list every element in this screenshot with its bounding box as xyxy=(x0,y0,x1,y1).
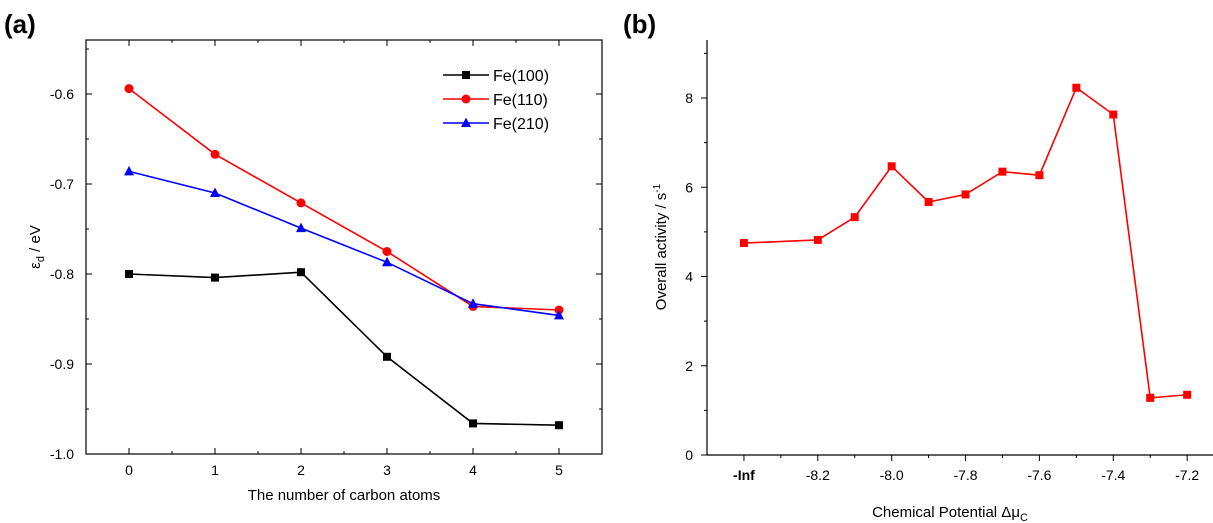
panel-b-y-axis-title: Overall activity / s-1 xyxy=(652,183,670,310)
panel-a-series-line xyxy=(128,271,560,426)
panel-b-data-point xyxy=(887,162,896,171)
panel-a-ylabel-main: ε xyxy=(27,262,44,269)
panel-b-y-tick-label: 8 xyxy=(685,90,693,106)
panel-b-ylabel-main: Overall activity / s xyxy=(653,193,670,311)
legend-marker xyxy=(462,71,470,79)
panel-b-data-point xyxy=(1072,83,1081,92)
panel-a-data-point xyxy=(124,84,134,94)
panel-a-x-tick-label: 0 xyxy=(125,462,133,478)
panel-b-x-axis-title: Chemical Potential ΔμC xyxy=(872,504,1028,523)
panel-b-x-tick-label: -8.2 xyxy=(806,467,830,483)
panel-a-data-point xyxy=(297,268,305,277)
panel-b-x-tick-label: -7.2 xyxy=(1175,467,1199,483)
panel-a-data-point xyxy=(468,298,478,308)
panel-a-ylabel-rest: / eV xyxy=(27,225,44,256)
panel-a-y-tick-label: -0.6 xyxy=(50,86,74,102)
panel-a-data-point xyxy=(554,309,564,320)
panel-b-x-tick-label: -7.8 xyxy=(953,467,977,483)
panel-a-data-point xyxy=(125,270,133,278)
panel-b-data-point xyxy=(1109,110,1118,119)
panel-a-x-tick-label: 2 xyxy=(297,462,305,478)
panel-a-data-point xyxy=(296,222,306,233)
panel-b-x-tick-label: -8.0 xyxy=(880,467,904,483)
panel-b-x-tick-label: -7.4 xyxy=(1101,467,1125,483)
panel-a-x-axis-title: The number of carbon atoms xyxy=(248,487,441,504)
legend-label: Fe(110) xyxy=(493,92,548,109)
panel-a-series-line xyxy=(128,170,560,317)
legend-label: Fe(210) xyxy=(493,116,549,133)
panel-a-y-tick-label: -0.8 xyxy=(50,266,74,282)
panel-b-data-point xyxy=(739,239,748,248)
panel-a-data-point xyxy=(383,352,391,361)
panel-b-y-tick-label: 4 xyxy=(685,269,693,285)
panel-b-data-point xyxy=(961,190,970,199)
panel-b-data-point xyxy=(1035,171,1044,180)
panel-a-series xyxy=(124,84,564,430)
panel-a-ylabel-sub: d xyxy=(35,256,47,262)
panel-b-y-tick-label: 6 xyxy=(685,179,693,195)
panel-b-label: (b) xyxy=(623,9,656,39)
panel-a-data-point xyxy=(555,421,563,430)
panel-b-data-point xyxy=(924,197,933,206)
panel-a-data-point xyxy=(210,149,220,159)
panel-a-y-axis-title: εd / eV xyxy=(27,225,47,269)
panel-a-data-point xyxy=(211,273,219,282)
panel-b-xlabel-sub: C xyxy=(1020,512,1028,523)
panel-a-label: (a) xyxy=(4,9,36,39)
panel-a-y-tick-label: -0.9 xyxy=(50,356,74,372)
panel-a-x-tick-label: 3 xyxy=(383,462,391,478)
panel-a-series-line xyxy=(128,87,560,311)
panel-b-data-point xyxy=(1146,393,1155,402)
panel-a-data-point xyxy=(296,198,306,208)
panel-b-series-line xyxy=(743,86,1188,399)
panel-a-x-tick-label: 4 xyxy=(469,462,477,478)
panel-a-ticks: 0 1 2 3 4 5 -1.0 -0.9 -0.8 -0.7 -0.6 xyxy=(50,40,602,478)
panel-b-y-tick-label: 2 xyxy=(685,358,693,374)
panel-a-y-tick-label: -1.0 xyxy=(50,446,74,462)
legend-marker xyxy=(461,94,471,104)
legend-marker xyxy=(461,117,471,127)
panel-a-x-tick-label: 1 xyxy=(211,462,219,478)
panel-a-data-point xyxy=(382,256,392,267)
panel-a-data-point xyxy=(124,165,134,176)
panel-b-x-tick-label: -Inf xyxy=(733,467,755,483)
panel-a-legend: Fe(100) Fe(110) Fe(210) xyxy=(443,68,549,133)
panel-b-data-point xyxy=(998,167,1007,176)
panel-b-data-point xyxy=(1183,390,1192,399)
panel-a-x-tick-label: 5 xyxy=(555,462,563,478)
panel-b-data-point xyxy=(813,235,822,244)
panel-b-ticks: -Inf -8.2 -8.0 -7.8 -7.6 -7.4 -7.2 0 2 4 6 8 xyxy=(685,52,1199,483)
legend-label: Fe(100) xyxy=(493,68,549,85)
panel-b-data-point xyxy=(850,213,859,222)
panel-b-series xyxy=(739,83,1192,402)
panel-a-y-tick-label: -0.7 xyxy=(50,176,74,192)
panel-a-data-point xyxy=(469,419,477,428)
panel-a-data-point xyxy=(382,247,392,256)
panel-b-x-tick-label: -7.6 xyxy=(1027,467,1051,483)
panel-b-ylabel-sup: -1 xyxy=(652,183,663,192)
panel-a-data-point xyxy=(210,187,220,197)
panel-b-y-tick-label: 0 xyxy=(685,447,693,463)
panel-b-xlabel-main: Chemical Potential Δμ xyxy=(872,504,1020,521)
